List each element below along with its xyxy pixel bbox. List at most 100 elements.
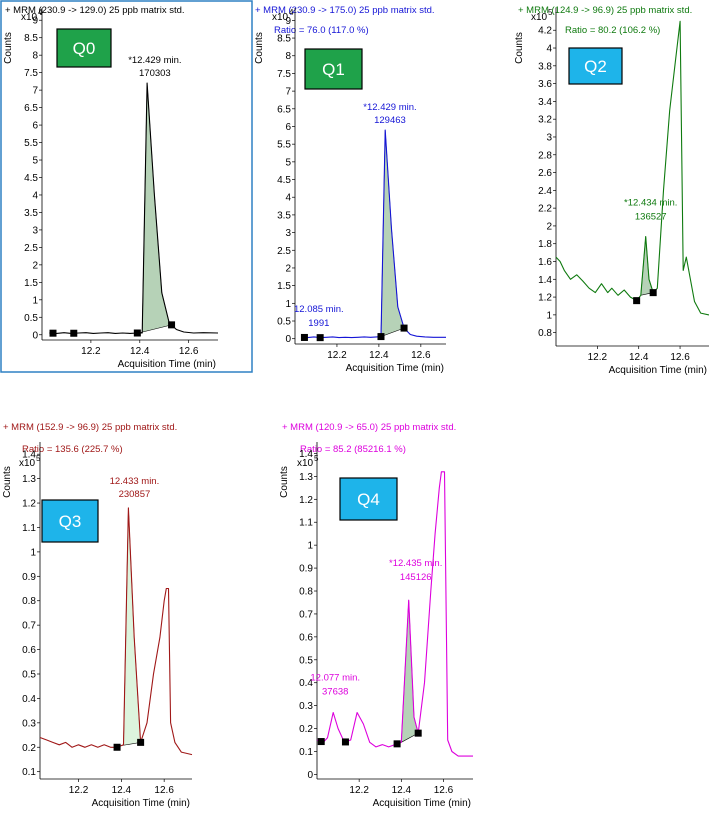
signal-trace	[301, 129, 446, 339]
y-tick-label: 0.8	[538, 328, 552, 339]
panel-ratio: Ratio = 85.2 (85216.1 %)	[300, 444, 406, 455]
y-tick-label: 0.8	[299, 587, 313, 598]
integration-marker	[317, 738, 325, 746]
y-tick-label: 3.5	[24, 208, 38, 219]
y-tick-label: 7	[285, 87, 291, 98]
x-tick-label: 12.4	[130, 346, 150, 357]
y-tick-label: 3	[32, 225, 38, 236]
y-tick-label: 1.3	[299, 472, 313, 483]
y-tick-label: 8	[32, 51, 38, 62]
y-tick-label: 4	[546, 44, 552, 55]
y-tick-label: 4	[285, 193, 291, 204]
y-tick-label: 0.7	[22, 621, 36, 632]
y-tick-label: 6	[285, 122, 291, 133]
y-tick-label: 6.5	[277, 104, 291, 115]
y-tick-label: 2	[285, 263, 291, 274]
y-tick-label: 7.5	[24, 68, 38, 79]
integration-marker	[113, 743, 121, 751]
y-tick-label: 1.1	[22, 523, 36, 534]
panel-badge	[41, 499, 99, 543]
peak-time-label: *12.429 min.	[363, 102, 416, 113]
y-tick-label: 3.4	[538, 97, 552, 108]
y-tick-label: 8.5	[24, 33, 38, 44]
signal-trace	[49, 82, 219, 334]
panel-ratio: Ratio = 80.2 (106.2 %)	[565, 25, 660, 36]
y-tick-label: 1	[285, 299, 291, 310]
x-axis-label: Acquisition Time (min)	[118, 359, 216, 370]
y-tick-label: 0.1	[299, 747, 313, 758]
y-tick-label: 1.8	[538, 239, 552, 250]
integration-marker	[70, 329, 78, 337]
chromatogram-panel-q4: + MRM (120.9 -> 65.0) 25 ppb matrix std.…	[279, 422, 473, 809]
y-tick-label: 2.5	[24, 243, 38, 254]
integration-marker	[649, 289, 657, 297]
y-tick-label: 8	[285, 51, 291, 62]
y-tick-label: 1	[307, 541, 313, 552]
y-axis-label: Counts	[2, 466, 13, 498]
integration-marker	[377, 333, 385, 341]
integration-marker	[341, 738, 349, 746]
y-axis-multiplier: x10	[21, 12, 38, 23]
panel-title: + MRM (124.9 -> 96.9) 25 ppb matrix std.	[518, 5, 692, 16]
y-axis-label: Counts	[3, 32, 14, 64]
y-tick-label: 3.2	[538, 115, 552, 126]
y-tick-label: 0.7	[299, 609, 313, 620]
y-tick-label: 0.3	[299, 701, 313, 712]
y-tick-label: 2.5	[277, 246, 291, 257]
y-tick-label: 9	[32, 16, 38, 27]
x-tick-label: 12.6	[434, 785, 454, 796]
y-tick-label: 1	[30, 547, 36, 558]
x-tick-label: 12.2	[588, 352, 608, 363]
integration-marker	[414, 729, 422, 737]
chromatogram-panel-q0: + MRM (230.9 -> 129.0) 25 ppb matrix std…	[0, 0, 253, 373]
y-tick-label: 1.6	[538, 257, 552, 268]
y-tick-label: 1.5	[24, 278, 38, 289]
peak-area-label: 136527	[635, 212, 667, 223]
y-tick-label: 3	[546, 132, 552, 143]
x-tick-label: 12.4	[392, 785, 412, 796]
x-axis-label: Acquisition Time (min)	[346, 363, 444, 374]
y-tick-label: 5.5	[277, 140, 291, 151]
panel-frame	[0, 0, 253, 373]
panel-title: + MRM (230.9 -> 175.0) 25 ppb matrix std…	[255, 5, 435, 16]
panel-ratio: Ratio = 76.0 (117.0 %)	[274, 25, 369, 36]
y-tick-label: 2	[546, 221, 552, 232]
y-tick-label: 3.5	[277, 210, 291, 221]
signal-trace	[39, 507, 193, 756]
y-axis-exponent: 5	[36, 454, 41, 463]
y-tick-label: 5	[285, 157, 291, 168]
panel-ratio: Ratio = 135.6 (225.7 %)	[22, 444, 123, 455]
y-tick-label: 7.5	[277, 69, 291, 80]
y-tick-label: 2.2	[538, 204, 552, 215]
panel-badge-label: Q3	[59, 512, 82, 531]
integration-marker	[300, 333, 308, 341]
x-tick-label: 12.4	[112, 785, 132, 796]
y-tick-label: 0.6	[22, 645, 36, 656]
y-tick-label: 0.4	[22, 694, 36, 705]
peak-time-label: *12.434 min.	[624, 198, 677, 209]
peak-area-label: 1991	[308, 318, 329, 329]
y-tick-label: 1.2	[299, 495, 313, 506]
y-tick-label: 0.2	[22, 743, 36, 754]
y-tick-label: 0.9	[299, 564, 313, 575]
y-tick-label: 0	[307, 770, 313, 781]
y-tick-label: 0.5	[277, 317, 291, 328]
y-tick-label: 0.3	[22, 718, 36, 729]
panel-badge-label: Q1	[322, 60, 345, 79]
y-tick-label: 0.6	[299, 632, 313, 643]
y-tick-label: 6	[32, 121, 38, 132]
x-tick-label: 12.6	[411, 350, 431, 361]
integration-marker	[393, 740, 401, 748]
y-tick-label: 0.4	[299, 678, 313, 689]
panel-badge	[304, 48, 363, 90]
chromatogram-panel-q1: + MRM (230.9 -> 175.0) 25 ppb matrix std…	[254, 5, 446, 374]
x-tick-label: 12.6	[154, 785, 174, 796]
integration-marker	[168, 321, 176, 329]
panel-badge	[339, 477, 398, 521]
y-tick-label: 4.5	[277, 175, 291, 186]
y-tick-label: 0.1	[22, 767, 36, 778]
peak-area-label: 145126	[400, 572, 432, 583]
chromatogram-panel-q2: + MRM (124.9 -> 96.9) 25 ppb matrix std.…	[514, 5, 709, 376]
y-axis-exponent: 4	[38, 8, 43, 17]
peak-time-label: 12.077 min.	[310, 673, 360, 684]
